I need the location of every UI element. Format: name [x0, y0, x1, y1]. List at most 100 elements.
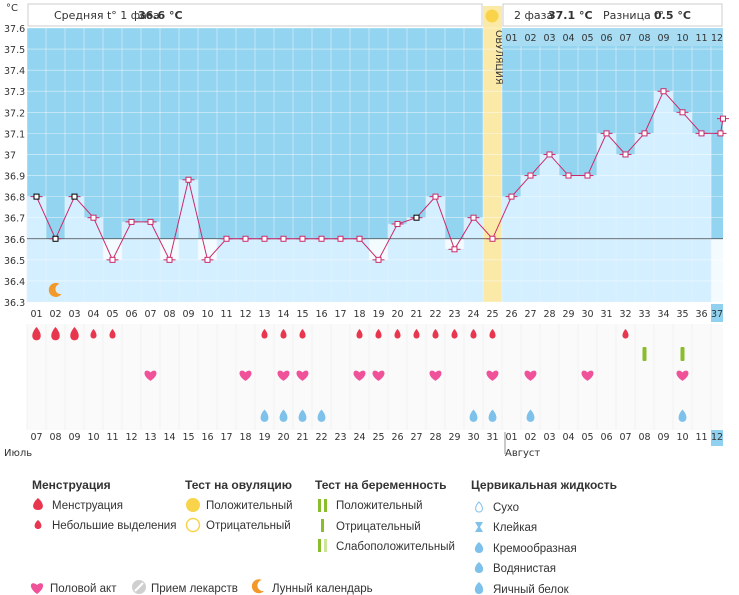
legend-sticky-icon: [475, 522, 483, 532]
date-total-label: 12: [711, 432, 723, 443]
legend-cervical-label: Яичный белок: [493, 584, 570, 595]
temperature-point: [679, 109, 686, 116]
phase2-day-label: 12: [711, 33, 723, 44]
date-label: 11: [106, 432, 118, 443]
temperature-bar: [330, 238, 351, 303]
temperature-bar: [121, 221, 142, 303]
diff-label: Разница t°: [603, 9, 664, 22]
temperature-point: [356, 235, 363, 242]
y-tick-label: 37.2: [4, 108, 25, 119]
egg-white-drop-icon: [298, 409, 307, 422]
temperature-point: [394, 221, 401, 228]
temperature-point: [451, 246, 458, 253]
y-tick-label: 36.9: [4, 172, 25, 183]
y-tick-label: 37.1: [4, 129, 25, 140]
phase2-label: 2 фаза: [514, 9, 553, 22]
cycle-day-label: 22: [429, 309, 441, 320]
legend-intercourse-label: Половой акт: [50, 583, 117, 595]
legend-cervical-label: Кремообразная: [493, 543, 577, 555]
menstruation-drop-icon: [32, 327, 41, 341]
temperature-bar: [444, 249, 465, 303]
temperature-bar: [615, 154, 636, 303]
egg-white-drop-icon: [526, 409, 535, 422]
temperature-point: [33, 193, 40, 200]
cycle-day-label: 25: [486, 309, 498, 320]
legend-spotting-label: Небольшие выделения: [52, 520, 176, 532]
date-label: 12: [125, 432, 137, 443]
intercourse-heart-icon: [676, 370, 689, 381]
pregnancy-test-icon: [680, 347, 685, 361]
menstruation-drop-icon: [70, 327, 79, 341]
y-tick-label: 37.3: [4, 87, 25, 98]
temperature-point: [660, 88, 667, 95]
legend-ovtest-pos-icon: [186, 498, 200, 512]
date-label: 10: [676, 432, 688, 443]
date-label: 04: [562, 432, 574, 443]
month-label-july: Июль: [4, 448, 32, 459]
date-label: 13: [144, 432, 156, 443]
cycle-total-box: [711, 304, 723, 322]
spotting-drop-icon: [489, 329, 496, 339]
cycle-day-label: 35: [676, 309, 688, 320]
temperature-point: [337, 235, 344, 242]
cycle-day-label: 28: [543, 309, 555, 320]
date-label: 01: [505, 432, 517, 443]
phase2-value: 37.1 °C: [548, 9, 593, 22]
spotting-drop-icon: [261, 329, 268, 339]
legend-cervical-title: Цервикальная жидкость: [471, 478, 617, 492]
ovulation-label: ОВУЛЯЦИЯ: [493, 30, 504, 85]
cycle-day-label: 17: [334, 309, 346, 320]
date-label: 31: [486, 432, 498, 443]
date-label: 05: [581, 432, 593, 443]
legend-menstruation-title: Менструация: [32, 478, 111, 492]
month-label-august: Август: [505, 448, 540, 459]
temperature-bar: [349, 238, 370, 303]
y-tick-label: 36.3: [4, 298, 25, 309]
cycle-day-label: 30: [581, 309, 593, 320]
x-axis: 01 02 03 04 05 06 07 08 09 10 11 12 13 14 15 16 17 18 19 20…: [4, 302, 723, 459]
ovulation-column: ОВУЛЯЦИЯ: [483, 6, 504, 302]
y-tick-label: 37: [4, 150, 16, 161]
legend-watery-icon: [474, 562, 484, 573]
date-label: 18: [239, 432, 251, 443]
date-label: 10: [87, 432, 99, 443]
legend-pregtest-pos-label: Положительный: [336, 500, 423, 512]
phase1-box: [27, 3, 483, 27]
legend-ovtest-neg-label: Отрицательный: [206, 520, 291, 532]
cycle-day-label: 23: [448, 309, 460, 320]
date-label: 24: [353, 432, 365, 443]
date-label: 26: [391, 432, 403, 443]
legend-cervical-label: Сухо: [493, 502, 519, 514]
legend-intercourse-icon: [30, 583, 44, 594]
cycle-day-label: 18: [353, 309, 365, 320]
date-label: 03: [543, 432, 555, 443]
phase2-day-label: 05: [581, 33, 593, 44]
legend-pregtest-weak-icon: [318, 539, 321, 552]
temperature-series: [30, 88, 729, 263]
date-label: 21: [296, 432, 308, 443]
phase2-day-label: 09: [657, 33, 669, 44]
cycle-day-label: 02: [49, 309, 61, 320]
y-tick-label: 36.5: [4, 256, 25, 267]
date-label: 25: [372, 432, 384, 443]
date-label: 16: [201, 432, 213, 443]
date-label: 06: [600, 432, 612, 443]
phase2-day-label: 10: [676, 33, 688, 44]
temperature-point: [717, 130, 724, 137]
temperature-point: [698, 130, 705, 137]
cycle-day-label: 32: [619, 309, 631, 320]
phase1-label: Средняя t° 1 фаза: [54, 9, 160, 22]
phase2-day-label: 07: [619, 33, 631, 44]
date-label: 15: [182, 432, 194, 443]
cycle-day-label: 06: [125, 309, 137, 320]
phase2-day-label: 04: [562, 33, 574, 44]
spotting-drop-icon: [356, 329, 363, 339]
legend-pregtest-weak-icon-2: [324, 539, 327, 552]
spotting-drop-icon: [109, 329, 116, 339]
date-label: 23: [334, 432, 346, 443]
date-label: 22: [315, 432, 327, 443]
spotting-drop-icon: [451, 329, 458, 339]
date-label: 11: [695, 432, 707, 443]
phase2-day-label: 01: [505, 33, 517, 44]
